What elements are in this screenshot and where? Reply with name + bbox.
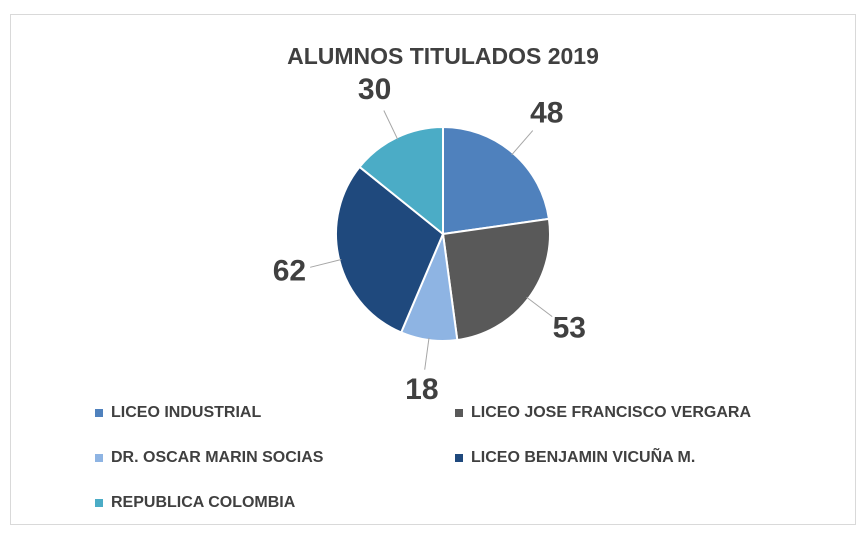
legend-swatch	[95, 409, 103, 417]
legend-label: LICEO BENJAMIN VICUÑA M.	[471, 446, 695, 466]
legend-label: LICEO JOSE FRANCISCO VERGARA	[471, 404, 751, 421]
legend-swatch	[95, 499, 103, 507]
legend-label: LICEO INDUSTRIAL	[111, 404, 261, 421]
data-label: 18	[405, 373, 438, 406]
legend-label: REPUBLICA COLOMBIA	[111, 494, 296, 511]
data-label: 62	[273, 254, 306, 287]
data-label: 30	[358, 73, 391, 106]
data-label: 48	[530, 96, 563, 129]
leader-line	[424, 337, 430, 370]
legend-swatch	[455, 454, 463, 462]
data-label: 53	[553, 311, 586, 344]
leader-line	[511, 130, 534, 156]
leader-line	[526, 296, 553, 318]
legend-swatch	[95, 454, 103, 462]
leader-line	[310, 259, 342, 268]
chart-title: ALUMNOS TITULADOS 2019	[287, 43, 599, 69]
legend-label: DR. OSCAR MARIN SOCIAS	[111, 449, 324, 466]
leader-line	[383, 110, 399, 140]
legend-swatch	[455, 409, 463, 417]
